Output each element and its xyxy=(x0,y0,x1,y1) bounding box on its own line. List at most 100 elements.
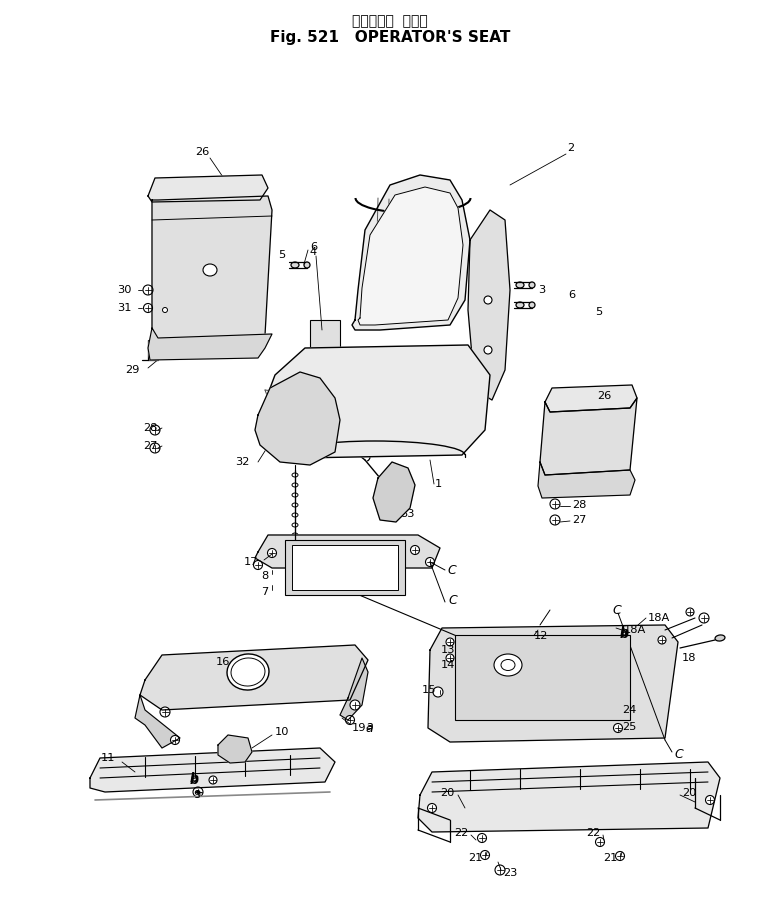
Polygon shape xyxy=(260,345,490,458)
Text: 18: 18 xyxy=(682,653,697,663)
Text: 25: 25 xyxy=(622,722,636,732)
Text: 19: 19 xyxy=(352,723,367,733)
Ellipse shape xyxy=(254,560,263,569)
Text: 27: 27 xyxy=(572,515,587,525)
Ellipse shape xyxy=(446,654,454,662)
Text: 6: 6 xyxy=(568,290,575,300)
Ellipse shape xyxy=(227,654,269,690)
Ellipse shape xyxy=(292,523,298,527)
Ellipse shape xyxy=(231,658,265,686)
Bar xyxy=(455,635,630,720)
Ellipse shape xyxy=(236,744,244,752)
Text: 3: 3 xyxy=(538,285,545,295)
Text: オペレータ  シート: オペレータ シート xyxy=(352,14,428,28)
Ellipse shape xyxy=(686,608,694,616)
Text: 7: 7 xyxy=(261,587,268,597)
Text: 18A: 18A xyxy=(624,625,647,635)
Text: 33: 33 xyxy=(400,509,414,519)
Text: 13: 13 xyxy=(441,645,455,655)
Text: 30: 30 xyxy=(118,285,132,295)
Text: 16: 16 xyxy=(215,657,230,667)
Text: 1: 1 xyxy=(435,479,442,489)
Ellipse shape xyxy=(304,262,310,268)
Text: C: C xyxy=(448,594,457,606)
Polygon shape xyxy=(428,625,678,742)
Ellipse shape xyxy=(550,499,560,509)
Ellipse shape xyxy=(292,493,298,497)
Ellipse shape xyxy=(292,503,298,507)
Polygon shape xyxy=(90,748,335,792)
Ellipse shape xyxy=(715,635,725,641)
Text: 9: 9 xyxy=(193,790,200,800)
Text: 22: 22 xyxy=(454,828,468,838)
Text: 28: 28 xyxy=(572,500,587,510)
Ellipse shape xyxy=(143,285,153,295)
Ellipse shape xyxy=(494,654,522,676)
Ellipse shape xyxy=(529,302,535,308)
Text: 26: 26 xyxy=(597,391,612,401)
Ellipse shape xyxy=(292,483,298,487)
Text: b: b xyxy=(190,771,199,785)
Ellipse shape xyxy=(150,443,160,453)
Polygon shape xyxy=(540,398,637,475)
Ellipse shape xyxy=(162,308,168,312)
Polygon shape xyxy=(140,645,368,710)
Ellipse shape xyxy=(350,700,360,710)
Ellipse shape xyxy=(446,638,454,646)
Text: 29: 29 xyxy=(126,365,140,375)
Ellipse shape xyxy=(480,851,490,860)
Text: C: C xyxy=(447,564,456,576)
Polygon shape xyxy=(418,762,720,832)
Text: 27: 27 xyxy=(144,441,158,451)
Ellipse shape xyxy=(495,865,505,875)
Text: a: a xyxy=(365,721,373,733)
Bar xyxy=(310,320,340,360)
Ellipse shape xyxy=(529,282,535,288)
Polygon shape xyxy=(538,462,635,498)
Text: 22: 22 xyxy=(586,828,600,838)
Ellipse shape xyxy=(616,708,624,716)
Ellipse shape xyxy=(484,296,492,304)
Text: 2: 2 xyxy=(567,143,574,153)
Polygon shape xyxy=(358,187,463,325)
Text: 12: 12 xyxy=(534,631,548,641)
Ellipse shape xyxy=(484,346,492,354)
Ellipse shape xyxy=(595,837,604,846)
Text: 17: 17 xyxy=(243,557,258,567)
Ellipse shape xyxy=(209,776,217,784)
Ellipse shape xyxy=(614,723,622,732)
Ellipse shape xyxy=(203,264,217,276)
Ellipse shape xyxy=(516,282,524,288)
Bar xyxy=(285,540,405,595)
Text: 20: 20 xyxy=(441,788,455,798)
Ellipse shape xyxy=(268,548,276,557)
Ellipse shape xyxy=(171,735,179,744)
Text: 21: 21 xyxy=(604,853,618,863)
Ellipse shape xyxy=(615,851,625,861)
Ellipse shape xyxy=(346,715,354,724)
Text: 26: 26 xyxy=(195,147,209,157)
Text: 23: 23 xyxy=(503,868,517,878)
Ellipse shape xyxy=(550,515,560,525)
Text: 11: 11 xyxy=(101,753,115,763)
Text: 4: 4 xyxy=(310,247,317,257)
Ellipse shape xyxy=(160,707,170,717)
Ellipse shape xyxy=(477,833,487,842)
Text: 6: 6 xyxy=(310,242,317,252)
Text: Fig. 521   OPERATOR'S SEAT: Fig. 521 OPERATOR'S SEAT xyxy=(270,30,510,45)
Polygon shape xyxy=(468,210,510,400)
Ellipse shape xyxy=(144,303,153,312)
Text: b: b xyxy=(190,774,199,787)
Text: 24: 24 xyxy=(622,705,636,715)
Ellipse shape xyxy=(292,513,298,517)
Ellipse shape xyxy=(516,302,524,308)
Text: C: C xyxy=(674,748,682,760)
Ellipse shape xyxy=(433,687,443,697)
Ellipse shape xyxy=(699,613,709,623)
Polygon shape xyxy=(255,535,440,568)
Text: b: b xyxy=(620,629,629,641)
Ellipse shape xyxy=(150,425,160,435)
Text: 20: 20 xyxy=(682,788,697,798)
Polygon shape xyxy=(218,735,252,763)
Polygon shape xyxy=(545,385,637,412)
